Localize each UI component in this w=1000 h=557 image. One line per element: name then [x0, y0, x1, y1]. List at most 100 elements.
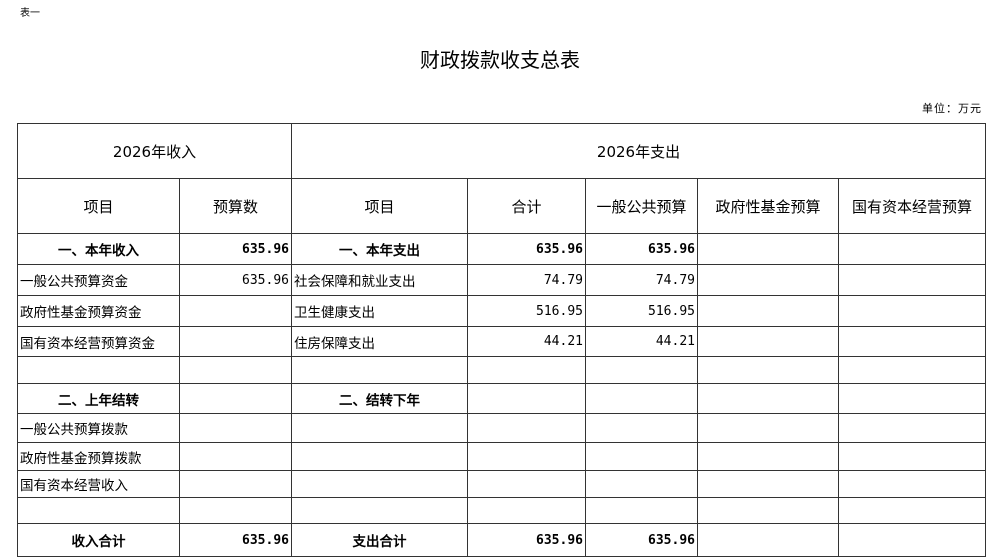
- amount-cell: [838, 413, 986, 443]
- item-cell: [291, 497, 468, 524]
- amount-cell: 635.96: [467, 523, 586, 557]
- amount-cell: 635.96: [585, 523, 698, 557]
- column-header: 一般公共预算: [585, 178, 698, 234]
- item-cell: 一般公共预算资金: [17, 264, 180, 296]
- expense-header: 2026年支出: [291, 123, 986, 179]
- amount-cell: 516.95: [467, 295, 586, 327]
- amount-cell: [697, 383, 839, 414]
- amount-cell: [467, 442, 586, 471]
- amount-cell: [697, 264, 839, 296]
- amount-cell: [467, 383, 586, 414]
- amount-cell: [585, 413, 698, 443]
- amount-cell: [697, 326, 839, 357]
- column-header: 项目: [17, 178, 180, 234]
- amount-cell: [838, 233, 986, 265]
- table-row: 二、上年结转 二、结转下年: [17, 383, 986, 414]
- amount-cell: 635.96: [179, 523, 292, 557]
- item-cell: 政府性基金预算拨款: [17, 442, 180, 471]
- table-row: 一、本年收入 635.96 一、本年支出 635.96 635.96: [17, 233, 986, 265]
- amount-cell: [838, 523, 986, 557]
- page-title: 财政拨款收支总表: [420, 48, 580, 72]
- amount-cell: [179, 383, 292, 414]
- amount-cell: 516.95: [585, 295, 698, 327]
- amount-cell: [838, 497, 986, 524]
- amount-cell: [467, 470, 586, 498]
- amount-cell: [838, 470, 986, 498]
- item-cell: [17, 356, 180, 384]
- column-header: 合计: [467, 178, 586, 234]
- amount-cell: 44.21: [467, 326, 586, 357]
- amount-cell: [467, 413, 586, 443]
- item-cell: [291, 442, 468, 471]
- item-cell: 卫生健康支出: [291, 295, 468, 327]
- table-row: [17, 497, 986, 524]
- table-row: 政府性基金预算资金 卫生健康支出 516.95 516.95: [17, 295, 986, 327]
- unit-label: 单位：万元: [922, 102, 982, 115]
- column-header: 政府性基金预算: [697, 178, 839, 234]
- amount-cell: [697, 356, 839, 384]
- amount-cell: 74.79: [467, 264, 586, 296]
- amount-cell: [585, 470, 698, 498]
- amount-cell: [467, 497, 586, 524]
- item-cell: [291, 470, 468, 498]
- item-cell: [291, 413, 468, 443]
- table-row: 一般公共预算资金 635.96 社会保障和就业支出 74.79 74.79: [17, 264, 986, 296]
- item-cell: 住房保障支出: [291, 326, 468, 357]
- amount-cell: [179, 470, 292, 498]
- amount-cell: 635.96: [179, 233, 292, 265]
- amount-cell: [697, 497, 839, 524]
- item-cell: [291, 356, 468, 384]
- amount-cell: [179, 295, 292, 327]
- amount-cell: [838, 442, 986, 471]
- column-header: 国有资本经营预算: [838, 178, 986, 234]
- amount-cell: [697, 470, 839, 498]
- item-cell: 国有资本经营预算资金: [17, 326, 180, 357]
- item-cell: 政府性基金预算资金: [17, 295, 180, 327]
- amount-cell: [838, 295, 986, 327]
- amount-cell: [179, 326, 292, 357]
- amount-cell: 44.21: [585, 326, 698, 357]
- amount-cell: [467, 356, 586, 384]
- item-cell: 二、结转下年: [291, 383, 468, 414]
- amount-cell: [697, 295, 839, 327]
- item-cell: [17, 497, 180, 524]
- item-cell: 一般公共预算拨款: [17, 413, 180, 443]
- amount-cell: [179, 497, 292, 524]
- income-header: 2026年收入: [17, 123, 292, 179]
- table-row: 国有资本经营收入: [17, 470, 986, 498]
- amount-cell: [179, 413, 292, 443]
- amount-cell: [697, 233, 839, 265]
- item-cell: 一、本年收入: [17, 233, 180, 265]
- amount-cell: [585, 442, 698, 471]
- table-row: 政府性基金预算拨款: [17, 442, 986, 471]
- column-header: 预算数: [179, 178, 292, 234]
- amount-cell: [838, 264, 986, 296]
- amount-cell: 74.79: [585, 264, 698, 296]
- amount-cell: [838, 356, 986, 384]
- item-cell: 社会保障和就业支出: [291, 264, 468, 296]
- amount-cell: 635.96: [467, 233, 586, 265]
- amount-cell: [179, 442, 292, 471]
- item-cell: 二、上年结转: [17, 383, 180, 414]
- amount-cell: [697, 442, 839, 471]
- table-row: 收入合计 635.96 支出合计 635.96 635.96: [17, 523, 986, 557]
- table-number: 表一: [20, 8, 40, 19]
- table-row: [17, 356, 986, 384]
- amount-cell: [838, 326, 986, 357]
- amount-cell: [838, 383, 986, 414]
- amount-cell: [179, 356, 292, 384]
- amount-cell: 635.96: [179, 264, 292, 296]
- column-header: 项目: [291, 178, 468, 234]
- table-row: 国有资本经营预算资金 住房保障支出 44.21 44.21: [17, 326, 986, 357]
- amount-cell: [697, 413, 839, 443]
- budget-table: 2026年收入 2026年支出 项目 预算数 项目 合计 一般公共预算 政府性基金预算 国有资…: [17, 123, 986, 557]
- item-cell: 收入合计: [17, 523, 180, 557]
- item-cell: 一、本年支出: [291, 233, 468, 265]
- amount-cell: [585, 383, 698, 414]
- amount-cell: [585, 497, 698, 524]
- amount-cell: [697, 523, 839, 557]
- amount-cell: [585, 356, 698, 384]
- item-cell: 国有资本经营收入: [17, 470, 180, 498]
- item-cell: 支出合计: [291, 523, 468, 557]
- amount-cell: 635.96: [585, 233, 698, 265]
